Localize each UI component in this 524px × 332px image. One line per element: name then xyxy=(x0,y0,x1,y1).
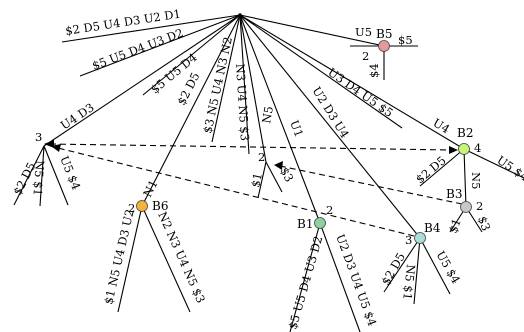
edge-root-mid-junction xyxy=(239,14,267,163)
label-b5-right: $5 xyxy=(398,33,413,47)
mid-junction-num: 2 xyxy=(258,150,265,164)
edge-left-b xyxy=(39,145,45,207)
b6-edges xyxy=(117,205,191,313)
label-b6-right: N2 N3 U4 N5 $3 xyxy=(155,210,208,306)
edge-root-s3-b xyxy=(239,14,250,155)
edge-root-b6 xyxy=(141,14,241,207)
edge-root-b5 xyxy=(239,14,385,47)
edge-b6-left xyxy=(117,205,143,313)
dashed-arrow-left-to-b2 xyxy=(49,143,453,151)
edge-root-d4 xyxy=(142,14,241,96)
label-b6-n1: N1 xyxy=(140,178,160,200)
edge-b4-right xyxy=(419,237,451,295)
node-b3-name: B3 xyxy=(446,187,462,201)
label-b5-down: $4 xyxy=(367,63,381,78)
label-b1-left: $5 U5 D4 U3 D2 xyxy=(285,234,325,330)
label-root-s3-b: N3 U4 N5 $3 xyxy=(233,63,252,141)
left-junction-num: 3 xyxy=(35,130,42,144)
edge-b2-right xyxy=(463,148,524,179)
node-labels: B5 2 B2 4 B3 2 B4 3 B1 2 B6 2 3 2 xyxy=(35,27,483,247)
node-b6 xyxy=(136,200,148,212)
node-b1-name: B1 xyxy=(297,217,313,231)
edge-root-b4 xyxy=(239,14,421,239)
label-mid-left: $1 xyxy=(248,171,265,188)
arrowhead-mid xyxy=(274,161,283,170)
node-b5-name: B5 xyxy=(376,27,392,41)
root-edges xyxy=(43,14,465,239)
arrowhead-b2 xyxy=(449,146,458,154)
label-b2-left: $2 D5 xyxy=(413,153,449,186)
edge-b1-left xyxy=(289,222,321,332)
edge-b2-left xyxy=(419,148,465,187)
edge-mid-right xyxy=(265,161,283,193)
edge-left-a xyxy=(13,145,45,206)
edge-root-d1 xyxy=(61,14,241,43)
label-b3-right: $3 xyxy=(475,214,493,233)
edge-root-d2 xyxy=(79,14,241,77)
root-node xyxy=(238,13,242,17)
mid-junction-edges xyxy=(257,161,283,199)
node-b3 xyxy=(460,201,472,213)
edge-root-b2 xyxy=(239,14,465,150)
label-root-b2: U4 xyxy=(430,116,452,137)
label-root-b1: U2 D3 U4 xyxy=(309,84,352,140)
b1-edges xyxy=(289,222,361,332)
label-root-u1: U1 xyxy=(287,118,306,139)
dashed-arrow-b3-to-mid xyxy=(279,165,463,205)
node-b4 xyxy=(414,232,426,244)
arrowhead-b4-left xyxy=(51,144,61,152)
node-b1 xyxy=(314,217,326,229)
label-b4-mid: N5 $1 xyxy=(400,264,418,301)
edge-b6-right xyxy=(141,205,191,313)
node-circles xyxy=(136,40,472,244)
label-b6-left: $1 N5 U4 D3 U2 xyxy=(101,208,137,306)
edge-root-s3-a xyxy=(211,14,241,143)
branch-labels: U5 $5 $4 $2 D5 U5 $4 N5 $1 $3 $2 D5 N5 $… xyxy=(10,25,524,331)
node-b5 xyxy=(378,40,390,52)
label-b1-right: U2 D3 U4 U5 $4 xyxy=(333,232,379,328)
label-root-n5: N5 xyxy=(259,105,276,125)
left-junction-edges xyxy=(13,145,69,207)
label-b2-right: U5 $4 xyxy=(494,153,524,184)
node-b5-num: 2 xyxy=(362,49,369,63)
node-b2-num: 4 xyxy=(474,141,481,155)
label-b4-right: U5 $4 xyxy=(433,249,463,287)
edge-root-b1 xyxy=(239,14,321,224)
edge-left-c xyxy=(43,145,69,206)
node-b6-num: 2 xyxy=(128,201,135,215)
edge-b4-left xyxy=(383,237,421,293)
label-mid-right: $3 xyxy=(277,165,296,184)
dashed-arrow-b4-to-left xyxy=(57,147,415,237)
edge-b2-b3 xyxy=(463,148,467,208)
node-b4-num: 3 xyxy=(405,233,412,247)
b4-edges xyxy=(383,237,451,305)
node-b4-name: B4 xyxy=(424,221,441,235)
label-b3-left: $1 xyxy=(446,216,464,235)
edge-root-left-junction xyxy=(43,14,241,147)
label-root-left: U4 D3 xyxy=(58,100,97,132)
node-b6-name: B6 xyxy=(152,199,168,213)
node-b1-num: 2 xyxy=(326,203,333,217)
edge-b1-right xyxy=(319,222,361,332)
node-b3-num: 2 xyxy=(476,199,483,213)
label-b2-down: N5 xyxy=(469,172,483,189)
edge-b4-mid xyxy=(413,237,421,305)
edge-mid-left xyxy=(257,161,267,199)
edge-root-s5 xyxy=(239,14,403,129)
node-b2 xyxy=(458,143,470,155)
dashed-links xyxy=(44,140,463,237)
label-left-b: N5 $1 xyxy=(31,160,47,197)
label-root-s3-a: $3 N5 U4 N3 N2 xyxy=(200,36,235,135)
label-left-c: U5 $4 xyxy=(57,154,83,192)
node-b2-name: B2 xyxy=(457,126,473,140)
label-b5-left: U5 xyxy=(355,25,372,39)
